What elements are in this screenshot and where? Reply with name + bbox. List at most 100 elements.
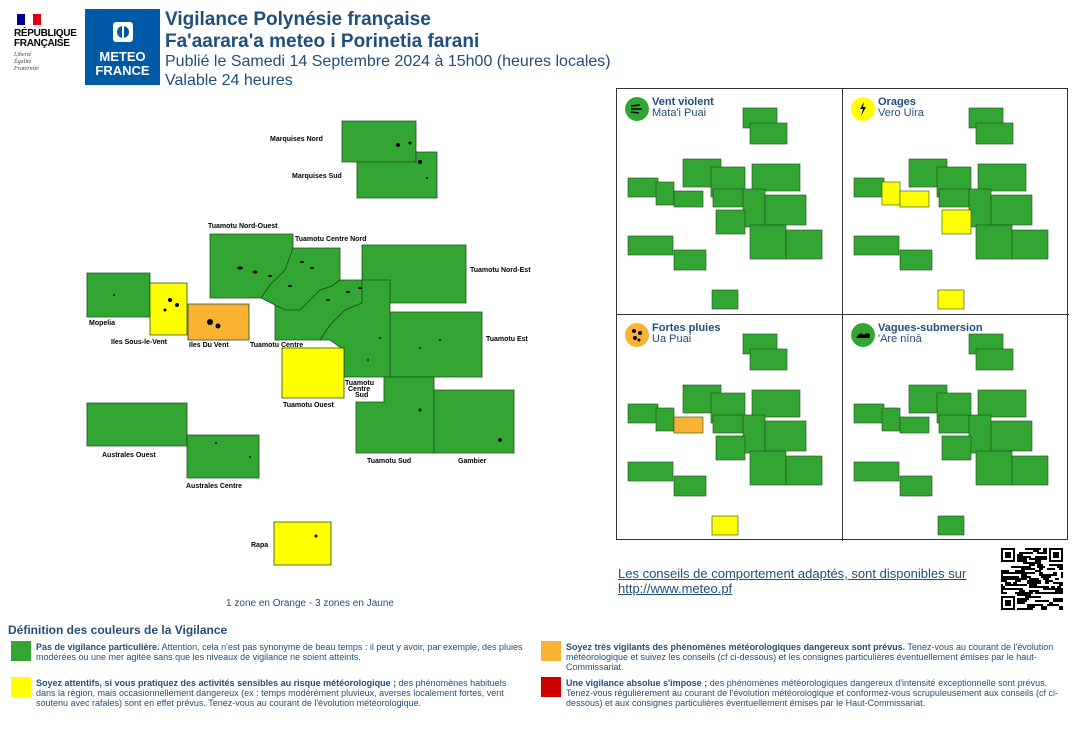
mini-zone-gambier: [785, 229, 823, 260]
label-iles-du-vent: Iles Du Vent: [189, 342, 229, 349]
label-tuamotu-centre-sud-2: Centre: [348, 386, 370, 393]
page-title: Vigilance Polynésie française: [165, 9, 431, 30]
mini-zone-tuamotu-nord-est: [751, 163, 801, 192]
label-tuamotu-centre-sud-3: Sud: [355, 392, 368, 399]
zone-australes-ouest[interactable]: [86, 402, 188, 447]
label-tuamotu-centre-sud-1: Tuamotu: [345, 380, 374, 387]
mini-zone-australes-centre: [899, 249, 933, 271]
mini-zone-gambier: [1011, 455, 1049, 486]
label-gambier: Gambier: [458, 458, 487, 465]
legend-swatch-orange: [541, 641, 561, 661]
mini-zone-tuamotu-nord-est: [751, 389, 801, 418]
label-australes-centre: Australes Centre: [186, 483, 242, 490]
panel-title: Orages: [878, 96, 916, 108]
panel-orages[interactable]: Orages Vero Uira: [843, 89, 1069, 315]
mini-map: [627, 107, 823, 310]
mini-zone-mopelia: [853, 403, 885, 424]
mini-zone-australes-ouest: [627, 235, 674, 256]
mini-zone-tuamotu-centre-sud: [742, 188, 766, 228]
mini-zone-tuamotu-est: [764, 420, 807, 452]
mini-zone-iles-sous-le-vent: [655, 181, 675, 206]
mini-zone-tuamotu-sud: [749, 450, 787, 486]
mini-zone-marquises-sud: [749, 348, 788, 371]
mini-zone-tuamotu-sud: [975, 224, 1013, 260]
wind-icon: [625, 97, 649, 121]
mini-zone-mopelia: [627, 177, 659, 198]
mini-zone-tuamotu-centre: [938, 188, 970, 208]
zone-tuamotu-ouest[interactable]: [281, 347, 345, 399]
mini-zone-tuamotu-est: [990, 420, 1033, 452]
republique-francaise-logo: RÉPUBLIQUE FRANÇAISE Liberté Égalité Fra…: [14, 14, 80, 80]
mini-zone-tuamotu-nord-est: [977, 389, 1027, 418]
zone-australes-centre[interactable]: [186, 434, 260, 479]
mini-zone-iles-sous-le-vent: [881, 181, 901, 206]
panel-subtitle: Vero Uira: [878, 107, 924, 119]
mini-zone-tuamotu-nord-est: [977, 163, 1027, 192]
mini-zone-iles-du-vent: [673, 416, 704, 434]
page-subtitle: Fa'aarara'a meteo i Porinetia farani: [165, 31, 480, 52]
mini-zone-tuamotu-sud: [749, 224, 787, 260]
islands: [113, 141, 502, 538]
zone-tuamotu-sud[interactable]: [355, 376, 435, 454]
phenomena-panels: Vent violent Mata'i Puai Orages Vero Uir…: [616, 88, 1069, 541]
mini-map: [627, 333, 823, 536]
zone-mopelia[interactable]: [86, 272, 151, 318]
mini-zone-australes-centre: [673, 249, 707, 271]
panel-title: Vent violent: [652, 96, 714, 108]
validity-duration: Valable 24 heures: [165, 72, 293, 89]
mini-zone-gambier: [1011, 229, 1049, 260]
mini-zone-australes-ouest: [853, 235, 900, 256]
mini-zone-iles-du-vent: [673, 190, 704, 208]
panel-vagues-submersion[interactable]: Vagues-submersion 'Are nīnā: [843, 315, 1069, 541]
wave-icon: [851, 323, 875, 347]
zone-marquises-sud[interactable]: [356, 151, 438, 199]
mini-zone-mopelia: [627, 403, 659, 424]
mini-zone-tuamotu-centre-sud: [968, 188, 992, 228]
mini-zone-iles-du-vent: [899, 416, 930, 434]
mini-zone-tuamotu-est: [764, 194, 807, 226]
mini-zone-tuamotu-sud: [975, 450, 1013, 486]
main-vigilance-map: Marquises Nord Marquises Sud Tuamotu Nor…: [86, 120, 531, 566]
zone-marquises-nord[interactable]: [341, 120, 417, 163]
advice-link[interactable]: Les conseils de comportement adaptés, so…: [618, 566, 967, 596]
zone-tuamotu-est[interactable]: [389, 311, 483, 378]
mini-zone-australes-ouest: [853, 461, 900, 482]
zone-gambier[interactable]: [433, 389, 515, 454]
mini-zone-rapa: [937, 515, 965, 536]
label-tuamotu-nord-ouest: Tuamotu Nord-Ouest: [208, 223, 278, 230]
legend-text-red: Une vigilance absolue s'impose ; des phé…: [566, 678, 1058, 708]
mini-zone-marquises-sud: [975, 122, 1014, 145]
mini-zone-rapa: [937, 289, 965, 310]
mini-map: [853, 107, 1049, 310]
legend-swatch-green: [11, 641, 31, 661]
label-tuamotu-ouest: Tuamotu Ouest: [283, 402, 334, 409]
label-iles-sous-le-vent: Iles Sous-le-Vent: [111, 339, 168, 346]
panel-fortes-pluies[interactable]: Fortes pluies Ua Puai: [617, 315, 843, 541]
label-marquises-nord: Marquises Nord: [270, 136, 323, 143]
panel-subtitle: Ua Puai: [652, 333, 692, 345]
label-marquises-sud: Marquises Sud: [292, 173, 342, 180]
mini-zone-tuamotu-centre: [712, 188, 744, 208]
mini-zone-marquises-sud: [749, 122, 788, 145]
mini-zone-tuamotu-centre: [938, 414, 970, 434]
mini-zone-tuamotu-centre: [712, 414, 744, 434]
legend-title: Définition des couleurs de la Vigilance: [8, 623, 228, 637]
zone-iles-sous-le-vent[interactable]: [149, 282, 188, 336]
legend-text-green: Pas de vigilance particulière. Attention…: [36, 642, 523, 662]
zone-iles-du-vent[interactable]: [187, 303, 250, 341]
zone-tuamotu-centre-sud[interactable]: [319, 279, 391, 378]
mini-zone-australes-ouest: [627, 461, 674, 482]
mini-zone-marquises-sud: [975, 348, 1014, 371]
mini-zone-tuamotu-centre-sud: [742, 414, 766, 454]
label-tuamotu-centre-nord: Tuamotu Centre Nord: [295, 236, 366, 243]
panel-vent-violent[interactable]: Vent violent Mata'i Puai: [617, 89, 843, 315]
zone-rapa[interactable]: [273, 521, 332, 566]
mini-zone-australes-centre: [899, 475, 933, 497]
label-rapa: Rapa: [251, 542, 268, 549]
panel-title: Fortes pluies: [652, 322, 721, 334]
mini-zone-rapa: [711, 289, 739, 310]
legend-swatch-red: [541, 677, 561, 697]
mini-zone-tuamotu-ouest: [715, 209, 746, 235]
qr-code-icon[interactable]: [1001, 548, 1063, 610]
mini-zone-tuamotu-est: [990, 194, 1033, 226]
